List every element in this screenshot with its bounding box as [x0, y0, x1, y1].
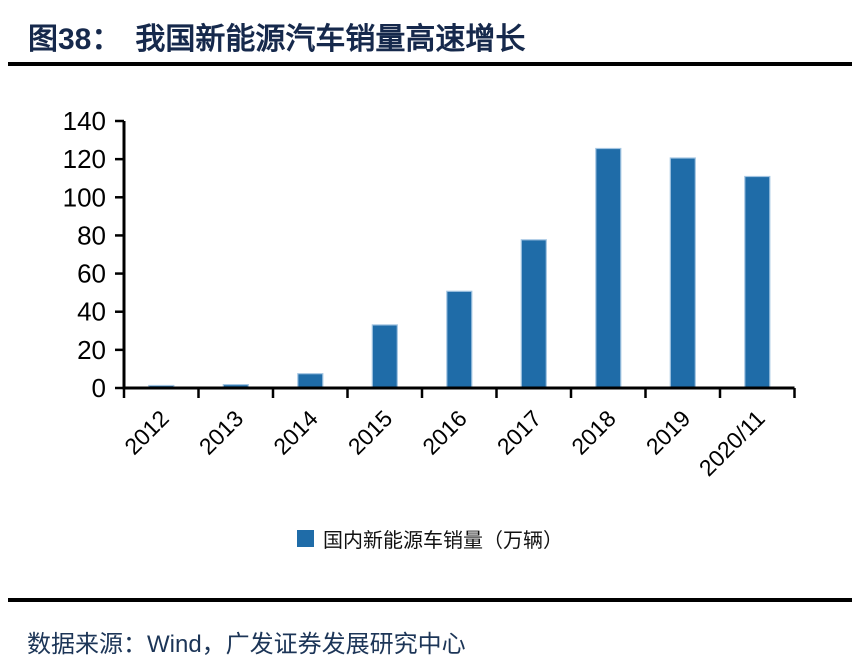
- chart-legend: 国内新能源车销量（万辆）: [0, 524, 860, 553]
- bar-2014: [297, 373, 324, 389]
- x-tick-label-2019: 2019: [641, 405, 696, 460]
- bars: [148, 147, 771, 389]
- x-tick-label-2013: 2013: [194, 405, 249, 460]
- bar-2016: [446, 290, 473, 389]
- legend-label: 国内新能源车销量（万辆）: [323, 530, 563, 552]
- x-tick-label-2020/11: 2020/11: [694, 405, 770, 481]
- x-tick-label-2016: 2016: [417, 405, 472, 460]
- y-tick-label: 140: [63, 106, 106, 136]
- y-tick-label: 120: [63, 144, 106, 174]
- x-tick-label-2012: 2012: [119, 405, 174, 460]
- y-tick-label: 80: [77, 220, 106, 250]
- footer-rule: [8, 598, 852, 602]
- y-tick-label: 60: [77, 259, 106, 289]
- data-source: 数据来源：Wind，广发证券发展研究中心: [27, 631, 466, 658]
- figure-number-label: 图38：: [28, 23, 122, 56]
- figure-title-text: 我国新能源汽车销量高速增长: [135, 23, 526, 56]
- title-rule: [8, 62, 852, 66]
- bar-2017: [520, 239, 547, 389]
- bar-2015: [371, 324, 398, 389]
- bar-2019: [669, 157, 696, 389]
- axes: [122, 121, 795, 390]
- x-tick-label-2015: 2015: [343, 405, 398, 460]
- y-tick-label: 0: [92, 373, 106, 403]
- y-tick-label: 20: [77, 335, 106, 365]
- y-tick-label: 100: [63, 182, 106, 212]
- bar-2020/11: [744, 175, 771, 389]
- x-tick-label-2017: 2017: [492, 405, 547, 460]
- x-tick-label-2018: 2018: [566, 405, 621, 460]
- y-tick-label: 40: [77, 297, 106, 327]
- y-axis-ticks: 0 20 40 60 80 100 120 140: [63, 106, 124, 403]
- legend-swatch: [297, 530, 314, 547]
- figure-title: 图38： 我国新能源汽车销量高速增长: [28, 14, 525, 58]
- bar-2018: [595, 147, 622, 389]
- x-tick-label-2014: 2014: [268, 405, 323, 460]
